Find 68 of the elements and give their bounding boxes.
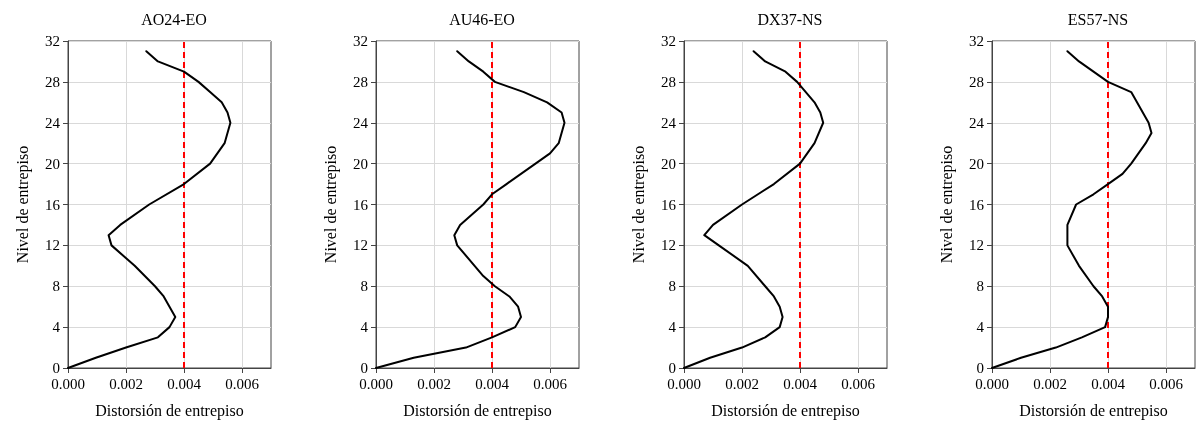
x-tick-label: 0.004 [475, 375, 510, 392]
line-series [375, 50, 566, 369]
chart-title: ES57-NS [1067, 10, 1129, 28]
x-axis-title: Distorsión de entrepiso [1019, 401, 1168, 420]
y-tick-label: 32 [353, 33, 368, 49]
line-series [991, 50, 1153, 369]
x-tick-label: 0.002 [109, 375, 143, 392]
y-tick-label: 24 [45, 114, 61, 131]
x-tick-label: 0.006 [225, 375, 260, 392]
x-tick-label: 0.000 [667, 375, 701, 392]
x-tick-label: 0.002 [417, 375, 451, 392]
y-tick-label: 8 [52, 278, 60, 295]
y-tick-label: 4 [52, 319, 61, 336]
chart-title: AO24-EO [141, 10, 207, 28]
y-tick-label: 20 [969, 155, 984, 172]
y-tick-label: 8 [360, 278, 368, 295]
y-tick-label: 32 [969, 33, 984, 49]
y-axis-title: Nivel de entrepiso [321, 145, 340, 264]
x-tick-label: 0.000 [359, 375, 393, 392]
y-tick-label: 32 [45, 33, 60, 49]
y-tick-label: 8 [976, 278, 984, 295]
x-tick-label: 0.006 [533, 375, 568, 392]
y-tick-label: 32 [661, 33, 676, 49]
y-tick-label: 4 [360, 319, 369, 336]
y-tick-label: 20 [45, 155, 60, 172]
x-axis-title: Distorsión de entrepiso [711, 401, 860, 420]
y-tick-label: 16 [969, 196, 985, 213]
y-tick-label: 28 [353, 73, 368, 90]
y-tick-label: 0 [360, 360, 368, 376]
y-tick-label: 12 [45, 237, 60, 254]
y-tick-label: 0 [668, 360, 676, 376]
y-tick-label: 12 [661, 237, 676, 254]
y-tick-label: 16 [353, 196, 369, 213]
x-axis-title: Distorsión de entrepiso [95, 401, 244, 420]
y-tick-label: 28 [45, 73, 60, 90]
x-tick-label: 0.004 [1091, 375, 1126, 392]
y-tick-label: 16 [661, 196, 677, 213]
y-tick-label: 0 [52, 360, 60, 376]
y-tick-label: 8 [668, 278, 676, 295]
x-tick-label: 0.006 [841, 375, 876, 392]
y-axis-title: Nivel de entrepiso [13, 145, 32, 264]
y-tick-label: 4 [668, 319, 677, 336]
y-tick-label: 16 [45, 196, 61, 213]
y-tick-label: 28 [969, 73, 984, 90]
chart-title: DX37-NS [757, 10, 823, 28]
x-tick-label: 0.004 [167, 375, 202, 392]
x-tick-label: 0.004 [783, 375, 818, 392]
y-tick-label: 20 [353, 155, 368, 172]
y-tick-label: 28 [661, 73, 676, 90]
line-series [683, 50, 825, 369]
x-tick-label: 0.006 [1149, 375, 1184, 392]
chart-title: AU46-EO [449, 10, 515, 28]
y-tick-label: 12 [353, 237, 368, 254]
y-tick-label: 24 [661, 114, 677, 131]
y-tick-label: 0 [976, 360, 984, 376]
x-tick-label: 0.002 [1033, 375, 1067, 392]
x-tick-label: 0.000 [51, 375, 85, 392]
x-tick-label: 0.002 [725, 375, 759, 392]
y-tick-label: 24 [353, 114, 369, 131]
y-tick-label: 4 [976, 319, 985, 336]
x-axis-title: Distorsión de entrepiso [403, 401, 552, 420]
y-axis-title: Nivel de entrepiso [629, 145, 648, 264]
x-tick-label: 0.000 [975, 375, 1009, 392]
line-series [67, 50, 232, 369]
y-tick-label: 24 [969, 114, 985, 131]
y-tick-label: 12 [969, 237, 984, 254]
y-tick-label: 20 [661, 155, 676, 172]
y-axis-title: Nivel de entrepiso [937, 145, 956, 264]
